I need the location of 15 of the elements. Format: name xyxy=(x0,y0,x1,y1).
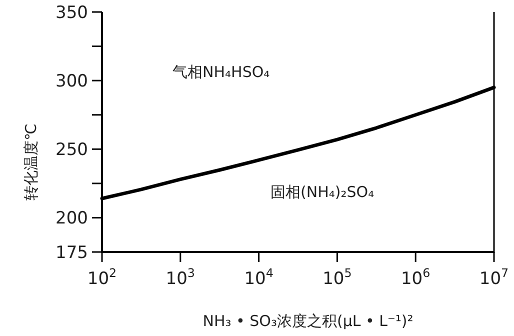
y-tick-label: 350 xyxy=(56,3,88,23)
x-tick-label: 10$^{4}$ xyxy=(244,266,274,289)
y-axis-title: 转化温度℃ xyxy=(22,124,40,200)
x-tick-label: 10$^{5}$ xyxy=(322,266,352,289)
y-tick-label: 300 xyxy=(56,72,88,92)
annotation: 固相(NH₄)₂SO₄ xyxy=(270,182,374,201)
x-axis-title: NH₃ • SO₃浓度之积(μL • L⁻¹)² xyxy=(202,312,414,330)
x-tick-label: 10$^{3}$ xyxy=(166,266,196,289)
x-tick-label: 10$^{2}$ xyxy=(87,266,117,289)
x-tick-label: 10$^{6}$ xyxy=(400,266,430,289)
y-tick-label: 175 xyxy=(56,243,88,263)
x-tick-label: 10$^{7}$ xyxy=(479,266,509,289)
y-tick-label: 200 xyxy=(56,208,88,229)
annotation: 气相NH₄HSO₄ xyxy=(172,62,270,81)
y-tick-label: 250 xyxy=(56,140,88,160)
